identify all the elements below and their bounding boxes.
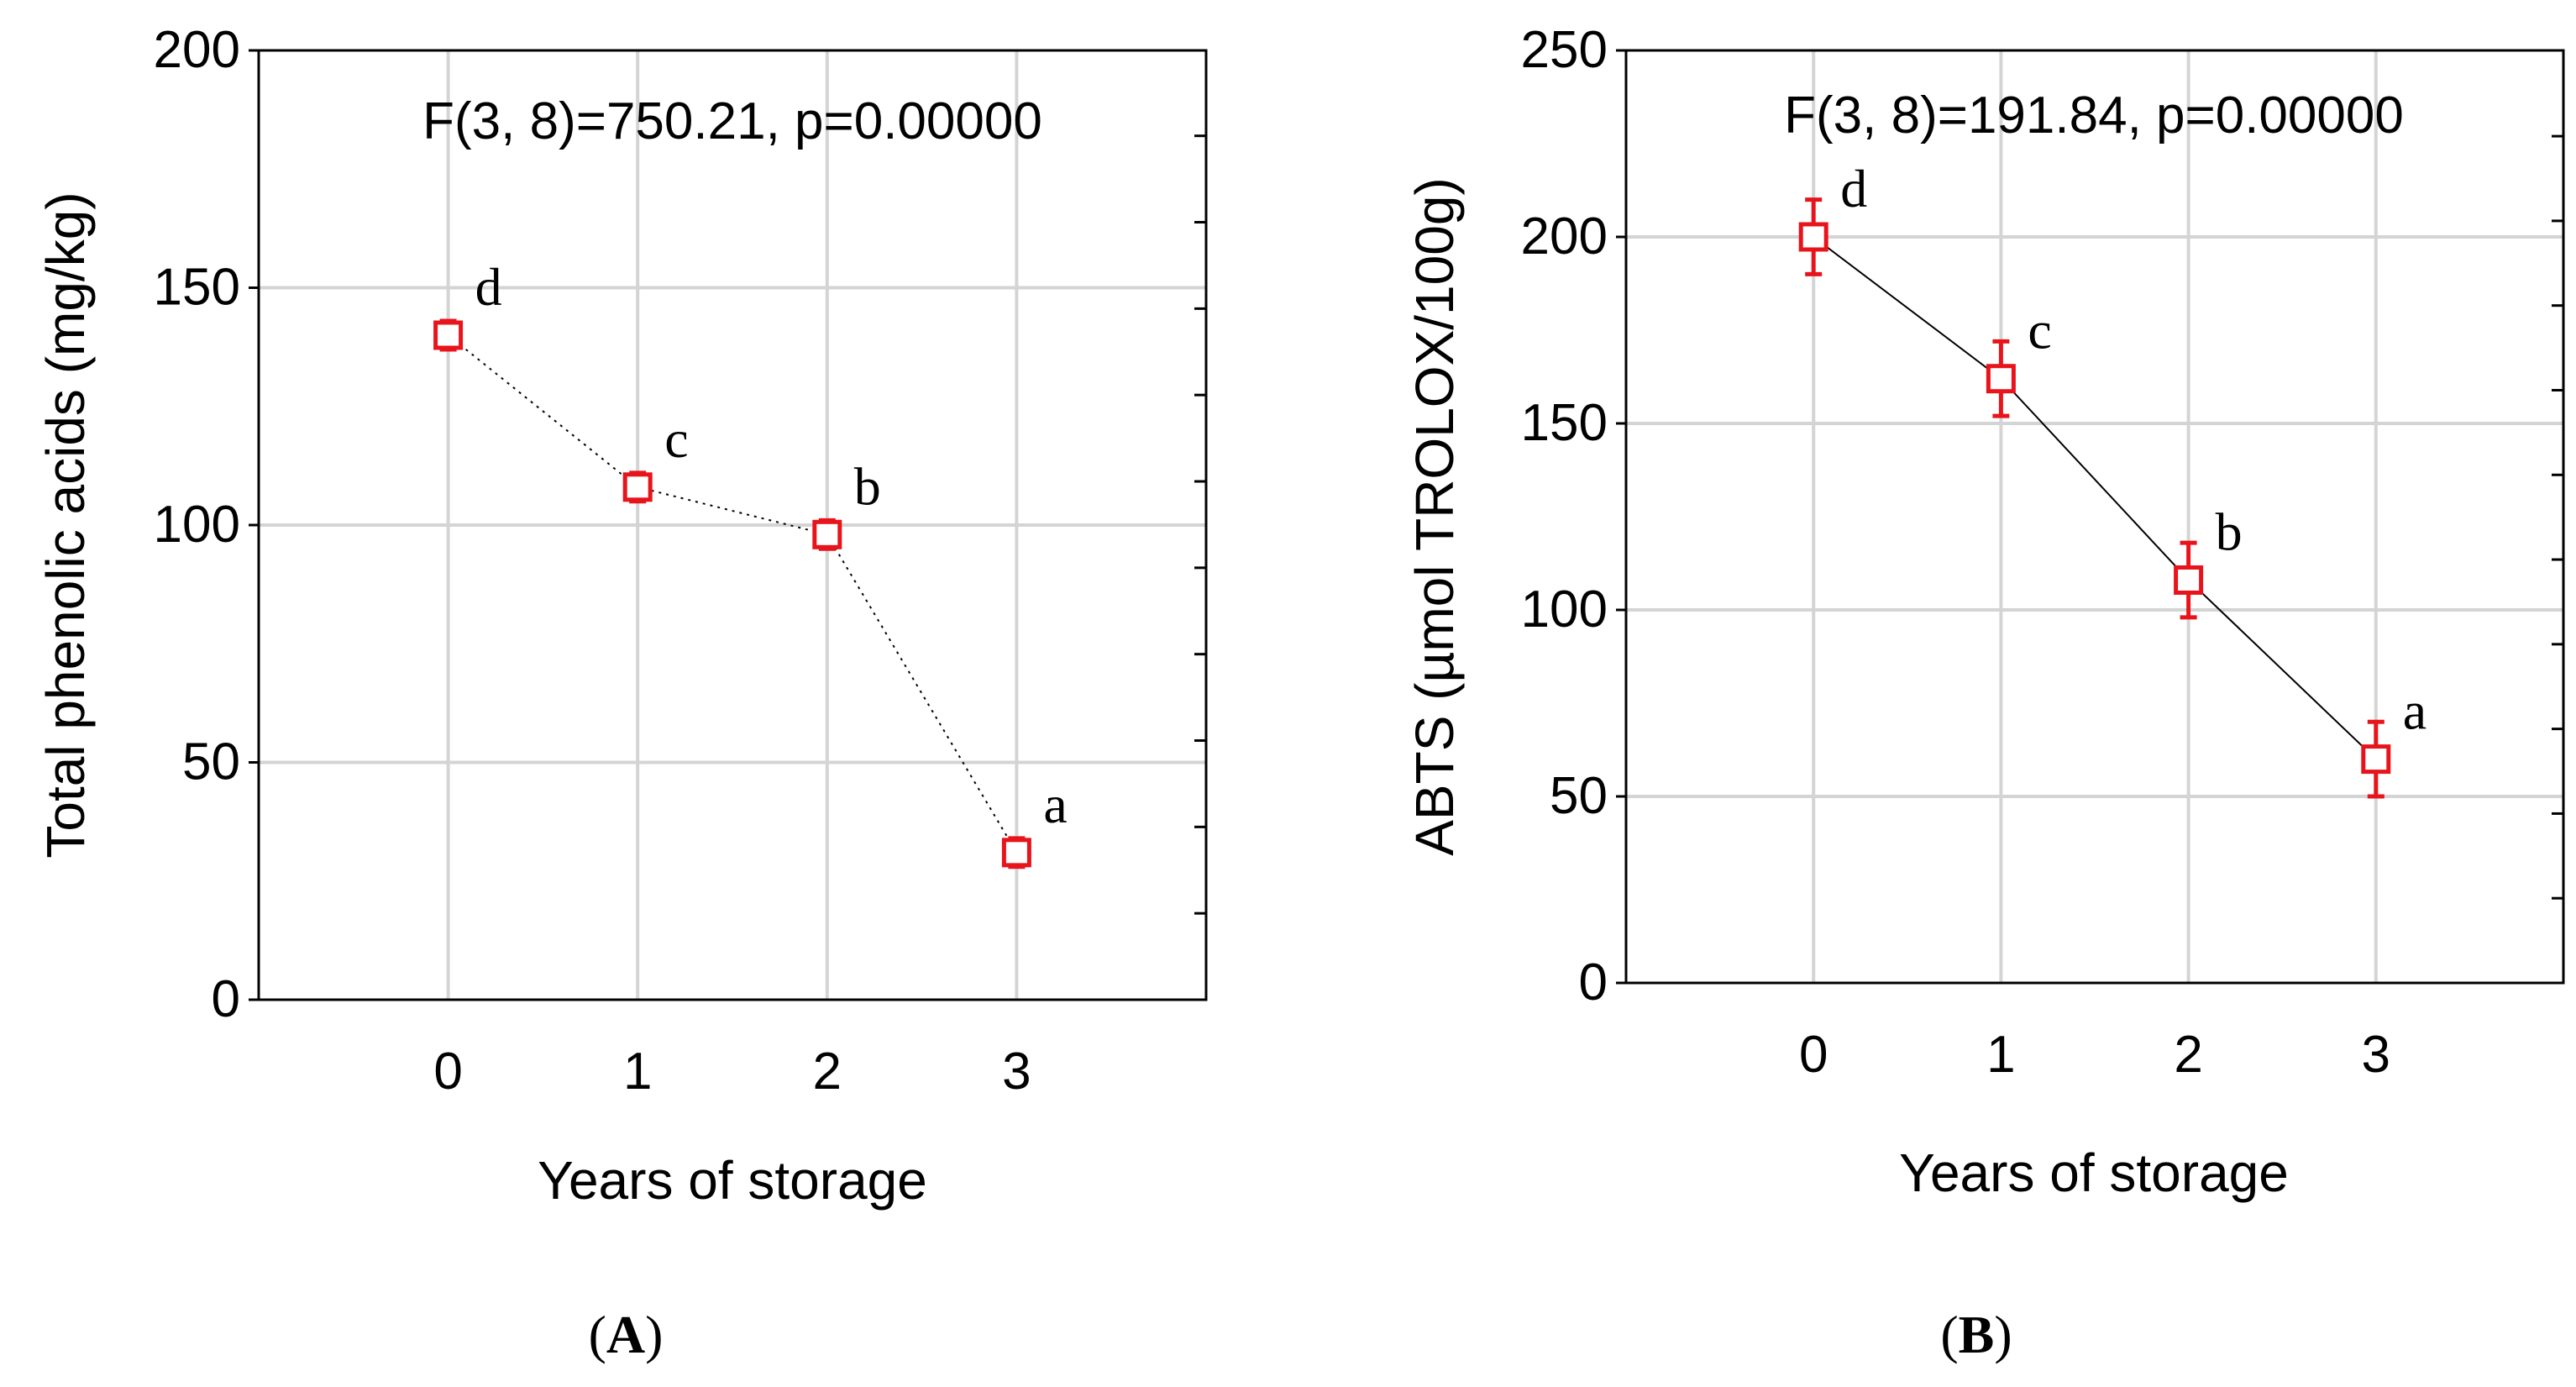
panel-b-y-axis-label: ABTS (µmol TROLOX/100g) bbox=[1404, 177, 1465, 856]
panel-a-significance-letter: d bbox=[475, 257, 502, 317]
panel-a-significance-letter: c bbox=[664, 409, 688, 469]
panel-b-x-tick-label: 0 bbox=[1799, 1026, 1828, 1084]
panel-a-series: d c b a bbox=[433, 257, 1068, 870]
panel-b-series-line bbox=[1813, 236, 2377, 760]
panel-a-label-close: ) bbox=[645, 1305, 663, 1364]
panel-a-title: F(3, 8)=750.21, p=0.00000 bbox=[422, 92, 1042, 150]
panel-b-label-close: ) bbox=[1994, 1305, 2012, 1364]
panel-a-y-axis-label: Total phenolic acids (mg/kg) bbox=[35, 192, 96, 858]
panel-a-label-open: ( bbox=[589, 1305, 606, 1364]
panel-a-series-line bbox=[447, 334, 1018, 854]
panel-b: d c b a 0 1 2 3 0 50 100 150 200 250 F(3, 8)=191.84,… bbox=[1404, 21, 2565, 1364]
panel-a-y-tick-label: 150 bbox=[154, 259, 240, 317]
panel-b-x-axis-label: Years of storage bbox=[1899, 1143, 2289, 1203]
panel-a-label-letter: A bbox=[606, 1305, 645, 1364]
panel-b-label-open: ( bbox=[1940, 1305, 1958, 1364]
panel-b-y-tick-label: 50 bbox=[1550, 767, 1608, 825]
panel-a-data-point bbox=[622, 472, 653, 502]
panel-a-significance-letter: b bbox=[854, 456, 881, 516]
panel-a-x-tick-label: 1 bbox=[623, 1043, 652, 1101]
panel-a: d c b a 0 1 2 3 0 50 100 150 200 F(3, 8)=750.21, p=… bbox=[35, 21, 1208, 1364]
panel-b-label: (B) bbox=[1940, 1305, 2012, 1364]
panel-a-ticks: 0 1 2 3 0 50 100 150 200 bbox=[154, 21, 1206, 1101]
panel-b-data-point bbox=[2361, 744, 2391, 775]
panel-b-significance-letter: c bbox=[2028, 301, 2051, 360]
panel-a-y-tick-label: 200 bbox=[154, 21, 240, 79]
panel-b-y-tick-label: 200 bbox=[1521, 208, 1608, 265]
panel-b-significance-letter: d bbox=[1840, 159, 1867, 218]
panel-a-y-tick-label: 50 bbox=[182, 733, 240, 791]
panel-a-y-tick-label: 100 bbox=[154, 496, 240, 554]
panel-b-y-tick-label: 150 bbox=[1521, 394, 1608, 452]
panel-a-data-point bbox=[433, 320, 464, 350]
panel-b-y-tick-label: 0 bbox=[1579, 954, 1608, 1011]
panel-a-x-tick-label: 0 bbox=[433, 1043, 462, 1101]
panel-a-significance-letter: a bbox=[1043, 775, 1067, 834]
panel-a-label: (A) bbox=[589, 1305, 664, 1364]
panel-b-x-tick-label: 1 bbox=[1986, 1026, 2015, 1084]
panel-b-x-tick-label: 3 bbox=[2362, 1026, 2390, 1084]
panel-b-significance-letter: b bbox=[2216, 502, 2243, 561]
panel-a-data-point bbox=[1001, 838, 1031, 868]
panel-b-data-point bbox=[2174, 565, 2204, 595]
panel-b-y-tick-label: 250 bbox=[1521, 21, 1608, 79]
panel-b-data-point bbox=[1798, 222, 1828, 252]
panel-b-label-letter: B bbox=[1959, 1305, 1995, 1364]
panel-b-x-tick-label: 2 bbox=[2174, 1026, 2202, 1084]
panel-b-series: d c b a bbox=[1798, 159, 2426, 799]
panel-a-x-tick-label: 2 bbox=[813, 1043, 842, 1101]
panel-a-x-tick-label: 3 bbox=[1002, 1043, 1031, 1101]
panel-b-y-tick-label: 100 bbox=[1521, 581, 1608, 638]
panel-b-plot-frame bbox=[1624, 49, 2565, 985]
panel-b-ticks: 0 1 2 3 0 50 100 150 200 250 bbox=[1521, 21, 2563, 1084]
panel-b-significance-letter: a bbox=[2403, 681, 2426, 741]
panel-b-title: F(3, 8)=191.84, p=0.00000 bbox=[1784, 87, 2404, 144]
panel-b-data-point bbox=[1986, 364, 2016, 394]
panel-a-x-axis-label: Years of storage bbox=[538, 1150, 927, 1211]
panel-a-y-tick-label: 0 bbox=[212, 970, 240, 1028]
panel-a-data-point bbox=[812, 519, 842, 549]
